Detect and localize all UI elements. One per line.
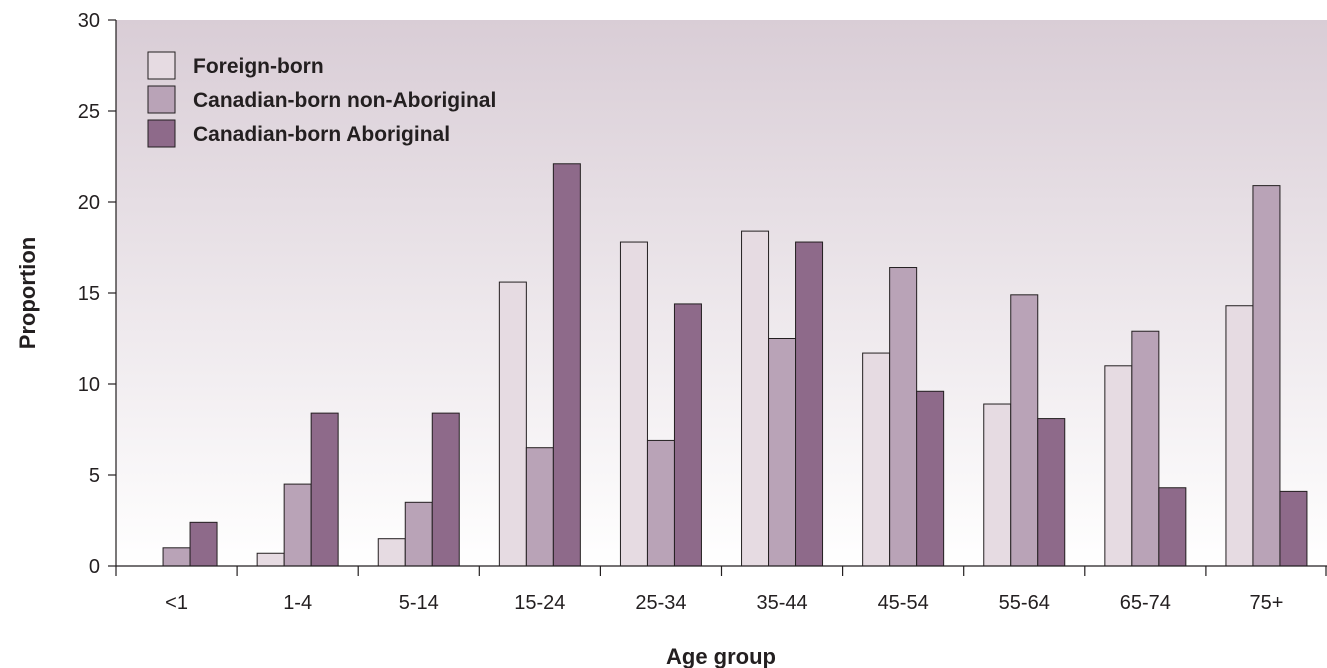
bar-3-6 [795, 241, 824, 567]
x-tick-label: 35-44 [756, 592, 807, 614]
bar-2-8 [1010, 294, 1039, 567]
x-tick-label: 45-54 [878, 592, 929, 614]
x-tick-label: 25-34 [635, 592, 686, 614]
bar-1-7 [862, 352, 891, 567]
bar-3-7 [916, 390, 945, 567]
bar-1-6 [741, 230, 770, 567]
bar-2-6 [768, 338, 797, 567]
legend-swatch [147, 51, 176, 80]
y-tick-label: 0 [89, 556, 100, 578]
bar-3-1 [189, 521, 218, 567]
bars-group [162, 163, 1308, 567]
bar-1-8 [983, 403, 1012, 567]
legend-label: Foreign-born [193, 55, 324, 78]
x-tick-label: <1 [165, 592, 188, 614]
bar-1-2 [256, 552, 285, 567]
bar-2-10 [1252, 185, 1281, 567]
bar-1-9 [1104, 365, 1133, 567]
bar-3-3 [431, 412, 460, 567]
x-tick-label: 1-4 [283, 592, 312, 614]
bar-3-2 [310, 412, 339, 567]
bar-1-5 [619, 241, 648, 567]
legend-swatch [147, 119, 176, 148]
x-tick-label: 75+ [1249, 592, 1283, 614]
y-tick-label: 25 [78, 101, 100, 123]
y-tick-label: 20 [78, 192, 100, 214]
bar-2-2 [283, 483, 312, 567]
y-tick-label: 30 [78, 10, 100, 32]
legend-label: Canadian-born Aboriginal [193, 123, 450, 146]
x-tick-label: 55-64 [999, 592, 1050, 614]
bar-1-4 [498, 281, 527, 567]
bar-1-3 [377, 538, 406, 567]
x-tick-label: 65-74 [1120, 592, 1171, 614]
bar-3-9 [1158, 487, 1187, 567]
bar-3-4 [552, 163, 581, 567]
y-tick-label: 15 [78, 283, 100, 305]
bar-3-5 [673, 303, 702, 567]
bar-2-3 [404, 501, 433, 567]
bar-3-10 [1279, 490, 1308, 567]
legend: Foreign-born Canadian-born non-Aboriginal… [147, 51, 496, 148]
bar-3-8 [1037, 418, 1066, 567]
x-tick-label: 15-24 [514, 592, 565, 614]
bar-2-9 [1131, 330, 1160, 567]
bar-1-10 [1225, 305, 1254, 567]
bar-2-5 [646, 439, 675, 567]
legend-swatch [147, 85, 176, 114]
axes-group: 0 5 10 15 20 25 30 <1 1-4 5-14 15-24 25-34 35-44 45-5… [78, 10, 1327, 614]
bar-2-1 [162, 547, 191, 567]
x-tick-label: 5-14 [399, 592, 439, 614]
bar-2-4 [525, 447, 554, 567]
y-axis-title: Proportion [15, 237, 40, 349]
y-tick-label: 10 [78, 374, 100, 396]
y-tick-label: 5 [89, 465, 100, 487]
x-axis-title: Age group [666, 644, 776, 668]
legend-label: Canadian-born non-Aboriginal [193, 89, 496, 112]
bar-2-7 [889, 267, 918, 567]
